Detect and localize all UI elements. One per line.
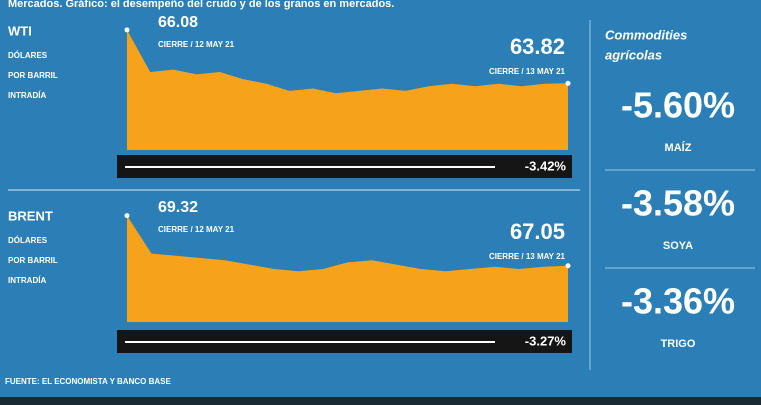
chart-subtitle: POR BARRIL xyxy=(8,71,58,80)
close-label: CIERRE / 13 MAY 21 xyxy=(489,67,566,76)
commodity-name: SOYA xyxy=(663,240,693,252)
open-label: CIERRE / 12 MAY 21 xyxy=(158,225,235,234)
open-dot xyxy=(125,213,130,218)
chart-title: WTI xyxy=(8,23,32,38)
commodity-name: MAÍZ xyxy=(665,141,692,154)
open-value: 69.32 xyxy=(158,199,198,216)
open-dot xyxy=(125,27,130,32)
close-value: 63.82 xyxy=(510,34,565,59)
open-label: CIERRE / 12 MAY 21 xyxy=(158,40,235,49)
close-dot xyxy=(566,81,571,86)
chart-title: BRENT xyxy=(8,208,53,223)
commodity-change: -3.36% xyxy=(621,281,735,322)
chart-subtitle: INTRADÍA xyxy=(8,276,46,285)
close-label: CIERRE / 13 MAY 21 xyxy=(489,252,566,261)
infographic: Mercados. Gráfico: el desempeño del crud… xyxy=(0,0,761,405)
change-label: -3.42% xyxy=(525,158,567,173)
close-value: 67.05 xyxy=(510,219,565,244)
chart-subtitle: POR BARRIL xyxy=(8,256,58,265)
change-label: -3.27% xyxy=(525,333,567,348)
source: FUENTE: EL ECONOMISTA Y BANCO BASE xyxy=(5,377,171,386)
commodity-name: TRIGO xyxy=(661,338,696,350)
open-value: 66.08 xyxy=(158,14,198,31)
chart-subtitle: DÓLARES xyxy=(8,51,48,60)
commodity-change: -5.60% xyxy=(621,85,735,126)
chart-subtitle: DÓLARES xyxy=(8,236,48,245)
chart-subtitle: INTRADÍA xyxy=(8,91,46,100)
close-dot xyxy=(566,263,571,268)
bottom-strip xyxy=(0,397,761,405)
header: Mercados. Gráfico: el desempeño del crud… xyxy=(8,0,394,10)
commodity-change: -3.58% xyxy=(621,183,735,224)
commodities-title: Commodities xyxy=(605,27,687,42)
commodities-title: agrícolas xyxy=(605,47,662,62)
